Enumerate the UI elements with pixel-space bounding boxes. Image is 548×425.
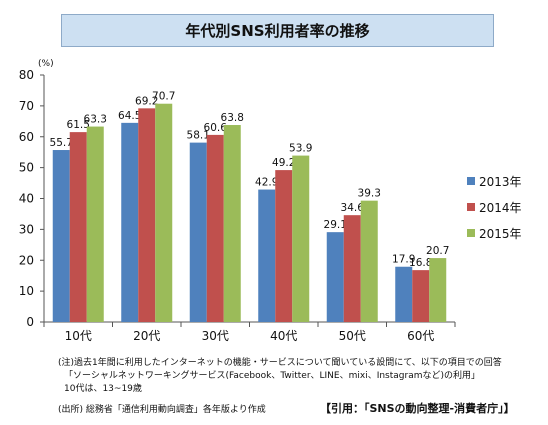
legend-swatch-2014 (467, 203, 475, 211)
data-label: 42.9 (255, 177, 278, 189)
data-label: 58.1 (187, 130, 210, 142)
bar-2013年-30代 (189, 142, 207, 322)
chart-title: 年代別SNS利用者率の推移 (185, 22, 370, 40)
bar-2015年-40代 (292, 155, 310, 322)
y-tick-label: 60 (19, 130, 34, 144)
bar-2014年-10代 (69, 132, 87, 322)
note-line-2: 「ソーシャルネットワーキングサービス(Facebook、Twitter、LINE… (64, 371, 480, 381)
y-tick-label: 10 (19, 284, 34, 298)
bar-2014年-50代 (343, 215, 361, 322)
y-tick-label: 0 (26, 315, 34, 329)
data-label: 49.2 (272, 157, 295, 169)
legend-label-2015: 2015年 (479, 226, 522, 241)
legend-item-2015: 2015年 (467, 226, 547, 241)
data-label: 70.7 (152, 91, 175, 103)
data-label: 64.5 (118, 110, 141, 122)
chart-title-box: 年代別SNS利用者率の推移 (61, 14, 494, 47)
x-tick-label: 30代 (202, 329, 229, 343)
data-label: 16.8 (409, 257, 432, 269)
bar-2014年-60代 (412, 270, 430, 322)
legend-swatch-2013 (467, 177, 475, 185)
data-label: 39.3 (358, 188, 381, 200)
y-tick-label: 80 (19, 68, 34, 82)
data-label: 20.7 (426, 245, 449, 257)
source-note: (出所) 総務省「通信利用動向調査」各年版より作成 (58, 405, 266, 415)
x-tick-label: 20代 (133, 329, 160, 343)
data-label: 29.1 (324, 219, 347, 231)
data-label: 60.6 (204, 122, 228, 134)
y-tick-label: 30 (19, 222, 34, 236)
bar-2013年-60代 (395, 266, 413, 322)
data-label: 61.5 (67, 119, 90, 131)
legend-label-2014: 2014年 (479, 200, 522, 215)
legend-item-2013: 2013年 (467, 174, 547, 189)
bar-2015年-30代 (223, 125, 241, 322)
bar-2013年-50代 (326, 232, 344, 322)
legend-swatch-2015 (467, 229, 475, 237)
bar-chart: 0 10 20 30 40 50 60 70 80 (%) 55.7 61.563.3 10代 64.5 6… (19, 59, 456, 343)
data-label: 17.9 (392, 254, 415, 266)
note-line-3: 10代は、13~19歳 (64, 384, 142, 394)
data-label: 63.3 (84, 114, 107, 126)
x-tick-label: 40代 (270, 329, 297, 343)
bar-2014年-30代 (206, 134, 224, 322)
legend-label-2013: 2013年 (479, 174, 522, 189)
data-label: 55.7 (50, 137, 73, 149)
y-unit-label: (%) (38, 59, 54, 69)
bar-2015年-60代 (429, 258, 447, 322)
data-label: 69.2 (135, 95, 158, 107)
y-tick-label: 50 (19, 161, 34, 175)
data-label: 53.9 (289, 143, 312, 155)
bar-2015年-50代 (360, 200, 378, 322)
note-line-1: (注)過去1年間に利用したインターネットの機能・サービスについて聞いている設問に… (58, 358, 502, 368)
y-tick-label: 70 (19, 99, 34, 113)
bar-2014年-20代 (138, 108, 156, 322)
y-tick-label: 40 (19, 192, 34, 206)
citation: 【引用：「SNSの動向整理-消費者庁」】 (320, 402, 515, 415)
legend: 2013年 2014年 2015年 (467, 174, 547, 252)
x-tick-label: 10代 (65, 329, 92, 343)
data-label: 63.8 (221, 112, 244, 124)
legend-item-2014: 2014年 (467, 200, 547, 215)
bar-2013年-10代 (52, 150, 70, 322)
y-tick-label: 20 (19, 253, 34, 267)
x-tick-label: 50代 (339, 329, 366, 343)
data-label: 34.6 (341, 202, 365, 214)
bar-2013年-40代 (258, 189, 276, 322)
bar-2014年-40代 (275, 170, 293, 322)
x-tick-label: 60代 (407, 329, 434, 343)
bar-2015年-20代 (155, 103, 173, 323)
bar-2015年-10代 (86, 126, 104, 322)
bar-2013年-20代 (121, 122, 139, 322)
